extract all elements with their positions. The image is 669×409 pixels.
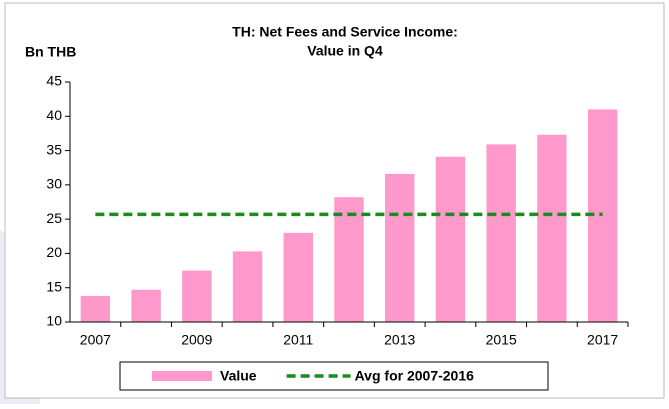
bar xyxy=(80,295,111,322)
legend-label: Value xyxy=(220,368,257,384)
y-tick-label: 45 xyxy=(46,73,62,89)
bar xyxy=(232,251,263,322)
x-tick-label: 2009 xyxy=(181,332,212,348)
y-tick-label: 15 xyxy=(46,278,62,294)
y-tick-label: 10 xyxy=(46,313,62,329)
y-tick-label: 40 xyxy=(46,107,62,123)
chart-title: TH: Net Fees and Service Income: xyxy=(232,24,458,40)
legend-label: Avg for 2007-2016 xyxy=(355,368,475,384)
y-axis-label: Bn THB xyxy=(25,44,76,60)
y-tick-label: 30 xyxy=(46,176,62,192)
y-tick-label: 25 xyxy=(46,210,62,226)
bar xyxy=(182,270,212,322)
bar xyxy=(537,134,567,322)
bar xyxy=(131,289,161,322)
bar xyxy=(334,197,364,322)
x-tick-label: 2013 xyxy=(384,332,415,348)
bar xyxy=(385,173,415,322)
bar xyxy=(435,156,466,322)
x-tick-label: 2017 xyxy=(587,332,618,348)
y-tick-label: 20 xyxy=(46,244,62,260)
chart-title: Value in Q4 xyxy=(307,43,383,59)
bar xyxy=(283,232,313,322)
x-tick-label: 2007 xyxy=(80,332,111,348)
legend-swatch xyxy=(152,371,212,381)
y-tick-label: 35 xyxy=(46,141,62,157)
bar xyxy=(486,144,516,322)
x-tick-label: 2015 xyxy=(486,332,517,348)
x-tick-label: 2011 xyxy=(283,332,313,348)
